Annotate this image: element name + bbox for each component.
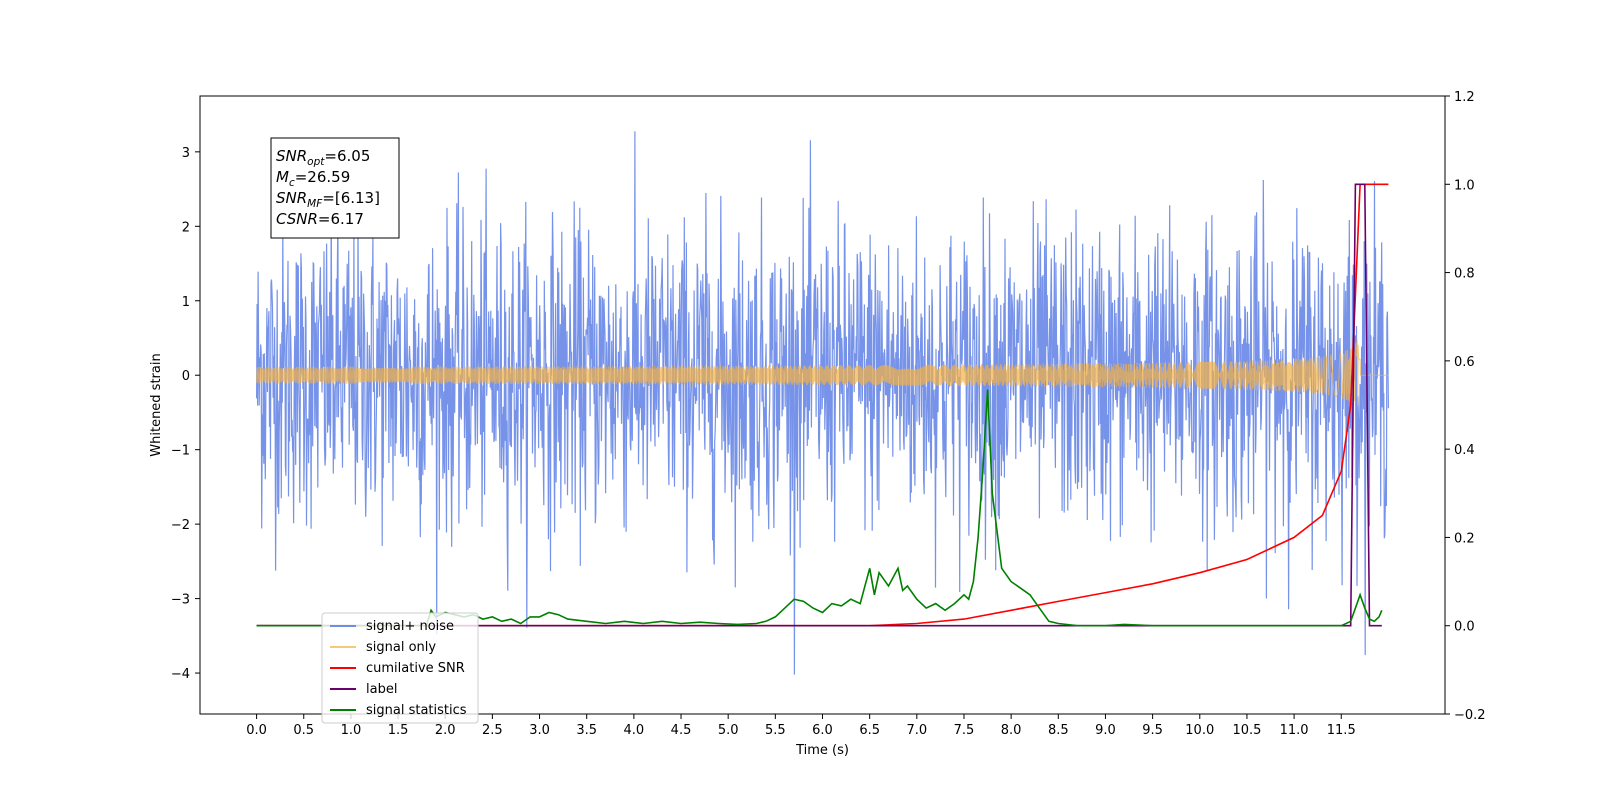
y-tick-label-left: 2 <box>182 220 190 235</box>
y-tick-label-right: 0.2 <box>1454 531 1475 546</box>
legend-label: label <box>366 682 397 697</box>
x-tick-label: 2.0 <box>435 723 456 738</box>
y-tick-label-right: 0.8 <box>1454 267 1475 282</box>
y-tick-label-right: 0.4 <box>1454 443 1475 458</box>
info-subscript: opt <box>307 156 325 168</box>
info-line: SNRMF=[6.13] <box>276 189 380 210</box>
info-value: =6.05 <box>324 147 370 165</box>
x-tick-label: 1.5 <box>388 723 409 738</box>
info-box-frame <box>270 137 400 239</box>
x-tick-label: 3.5 <box>576 723 597 738</box>
info-line: SNRopt=6.05 <box>276 147 370 168</box>
x-tick-label: 2.5 <box>482 723 503 738</box>
x-tick-label: 9.5 <box>1142 723 1163 738</box>
info-symbol: CSNR <box>276 210 318 228</box>
x-tick-label: 4.5 <box>671 723 692 738</box>
y-axis-label-left: Whitened strain <box>149 353 164 456</box>
info-subscript: MF <box>307 198 323 210</box>
x-tick-label: 1.0 <box>341 723 362 738</box>
y-tick-label-right: −0.2 <box>1454 708 1486 723</box>
series-cumilative-snr <box>256 183 1389 627</box>
x-tick-label: 8.0 <box>1001 723 1022 738</box>
info-value: =6.17 <box>318 210 364 228</box>
x-axis-label: Time (s) <box>795 743 849 758</box>
x-tick-label: 7.5 <box>954 723 975 738</box>
y-tick-label-left: −2 <box>171 518 190 533</box>
info-value: =26.59 <box>295 168 351 186</box>
info-line: CSNR=6.17 <box>276 210 364 228</box>
legend-label: signal+ noise <box>366 619 454 634</box>
y-tick-label-right: 0.0 <box>1454 620 1475 635</box>
x-tick-label: 11.0 <box>1280 723 1309 738</box>
legend-label: signal statistics <box>366 703 467 718</box>
legend-label: signal only <box>366 640 436 655</box>
x-tick-label: 10.5 <box>1232 723 1261 738</box>
legend-label: cumilative SNR <box>366 661 465 676</box>
x-tick-label: 5.0 <box>718 723 739 738</box>
y-tick-label-left: −3 <box>171 593 190 608</box>
info-value: =[6.13] <box>322 189 380 207</box>
y-tick-label-left: 1 <box>182 295 190 310</box>
x-tick-label: 7.0 <box>906 723 927 738</box>
x-tick-label: 8.5 <box>1048 723 1069 738</box>
x-tick-label: 6.0 <box>812 723 833 738</box>
series-layer <box>256 131 1389 675</box>
y-axis-right: 1.2 1.0 0.8 0.6 0.4 0.2 0.0 −0.2 <box>1445 90 1486 723</box>
series-signal-only <box>256 339 1389 406</box>
y-tick-label-right: 0.6 <box>1454 355 1475 370</box>
legend: signal+ noise signal only cumilative SNR la… <box>321 612 479 724</box>
x-tick-label: 9.0 <box>1095 723 1116 738</box>
info-symbol: SNR <box>276 189 307 207</box>
y-tick-label-right: 1.0 <box>1454 178 1475 193</box>
x-tick-label: 4.0 <box>624 723 645 738</box>
info-subscript: c <box>289 177 295 189</box>
y-axis-left: 3 2 1 0 −1 −2 −3 −4 <box>171 146 200 682</box>
x-tick-label: 10.0 <box>1185 723 1214 738</box>
x-tick-label: 3.0 <box>529 723 550 738</box>
series-signal-statistics <box>256 389 1383 627</box>
info-line: Mc=26.59 <box>276 168 350 189</box>
y-tick-label-left: 0 <box>182 369 190 384</box>
x-tick-label: 11.5 <box>1327 723 1356 738</box>
y-tick-label-left: 3 <box>182 146 190 161</box>
info-symbol: SNR <box>276 147 307 165</box>
info-symbol: M <box>276 168 289 186</box>
y-tick-label-right: 1.2 <box>1454 90 1475 105</box>
legend-frame <box>321 612 479 724</box>
y-tick-label-left: −1 <box>171 444 190 459</box>
x-axis: 0.0 0.5 1.0 1.5 2.0 2.5 3.0 3.5 4.0 4.5 5.0 5.5 6.0 6… <box>246 714 1356 738</box>
x-tick-label: 5.5 <box>765 723 786 738</box>
y-tick-label-left: −4 <box>171 667 190 682</box>
x-tick-label: 0.5 <box>293 723 314 738</box>
x-tick-label: 0.0 <box>246 723 267 738</box>
x-tick-label: 6.5 <box>859 723 880 738</box>
